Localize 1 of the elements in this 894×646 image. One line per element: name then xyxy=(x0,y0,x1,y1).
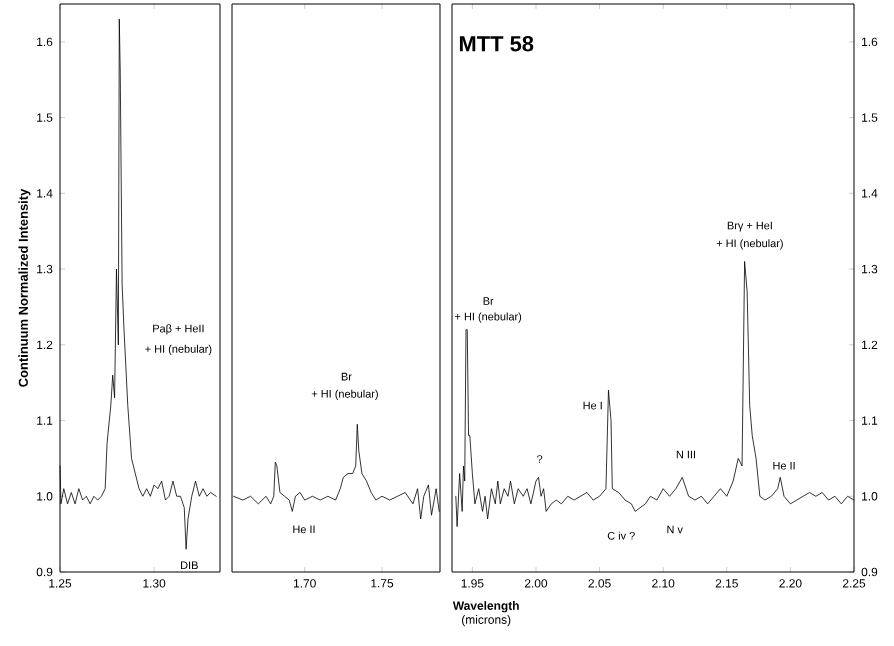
text: MTT 58 xyxy=(459,36,534,52)
